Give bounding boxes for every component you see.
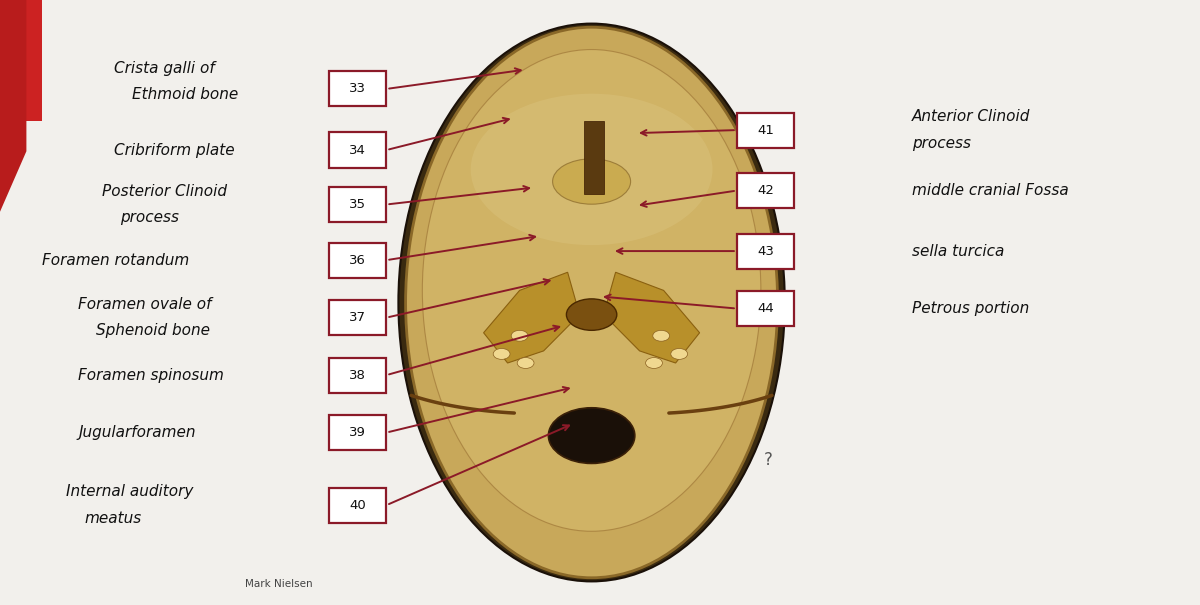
Text: 42: 42 bbox=[757, 184, 774, 197]
Text: Cribriform plate: Cribriform plate bbox=[114, 143, 235, 157]
Ellipse shape bbox=[406, 27, 778, 578]
Ellipse shape bbox=[493, 348, 510, 359]
Bar bbox=[329, 132, 386, 168]
Text: 44: 44 bbox=[757, 302, 774, 315]
Bar bbox=[329, 243, 386, 278]
Text: middle cranial Fossa: middle cranial Fossa bbox=[912, 183, 1069, 198]
Text: ?: ? bbox=[763, 451, 773, 469]
Text: 41: 41 bbox=[757, 123, 774, 137]
Ellipse shape bbox=[511, 330, 528, 341]
Ellipse shape bbox=[548, 408, 635, 463]
Ellipse shape bbox=[398, 24, 785, 581]
Ellipse shape bbox=[422, 50, 761, 531]
Bar bbox=[329, 300, 386, 335]
Polygon shape bbox=[0, 0, 42, 121]
Text: sella turcica: sella turcica bbox=[912, 244, 1004, 258]
Text: Anterior Clinoid: Anterior Clinoid bbox=[912, 110, 1031, 124]
Polygon shape bbox=[0, 0, 26, 212]
Text: meatus: meatus bbox=[84, 511, 142, 526]
Bar bbox=[737, 113, 794, 148]
Bar bbox=[329, 71, 386, 106]
Bar bbox=[329, 358, 386, 393]
Ellipse shape bbox=[552, 159, 631, 204]
Text: 40: 40 bbox=[349, 499, 366, 512]
Text: Jugularforamen: Jugularforamen bbox=[78, 425, 196, 440]
Text: Sphenoid bone: Sphenoid bone bbox=[96, 324, 210, 338]
Bar bbox=[329, 415, 386, 450]
Text: 34: 34 bbox=[349, 143, 366, 157]
Ellipse shape bbox=[517, 358, 534, 368]
Text: Mark Nielsen: Mark Nielsen bbox=[245, 579, 312, 589]
Ellipse shape bbox=[470, 94, 713, 245]
Text: 38: 38 bbox=[349, 368, 366, 382]
Bar bbox=[737, 234, 794, 269]
Bar bbox=[584, 121, 604, 194]
Text: Foramen spinosum: Foramen spinosum bbox=[78, 368, 224, 382]
Ellipse shape bbox=[646, 358, 662, 368]
Text: 33: 33 bbox=[349, 82, 366, 96]
Ellipse shape bbox=[653, 330, 670, 341]
Text: process: process bbox=[912, 136, 971, 151]
Text: Internal auditory: Internal auditory bbox=[66, 485, 193, 499]
Polygon shape bbox=[484, 272, 580, 363]
Text: Crista galli of: Crista galli of bbox=[114, 61, 215, 76]
Text: Posterior Clinoid: Posterior Clinoid bbox=[102, 184, 227, 198]
Text: Foramen ovale of: Foramen ovale of bbox=[78, 297, 211, 312]
Bar bbox=[329, 488, 386, 523]
Ellipse shape bbox=[566, 299, 617, 330]
Bar bbox=[329, 187, 386, 222]
Polygon shape bbox=[604, 272, 700, 363]
Bar bbox=[737, 291, 794, 326]
Text: 37: 37 bbox=[349, 311, 366, 324]
Bar bbox=[737, 173, 794, 208]
Text: 36: 36 bbox=[349, 253, 366, 267]
Text: process: process bbox=[120, 211, 179, 225]
Text: 43: 43 bbox=[757, 244, 774, 258]
Text: 35: 35 bbox=[349, 198, 366, 211]
Ellipse shape bbox=[671, 348, 688, 359]
Text: Petrous portion: Petrous portion bbox=[912, 301, 1030, 316]
Text: Ethmoid bone: Ethmoid bone bbox=[132, 88, 239, 102]
Text: Foramen rotandum: Foramen rotandum bbox=[42, 253, 190, 267]
Text: 39: 39 bbox=[349, 426, 366, 439]
